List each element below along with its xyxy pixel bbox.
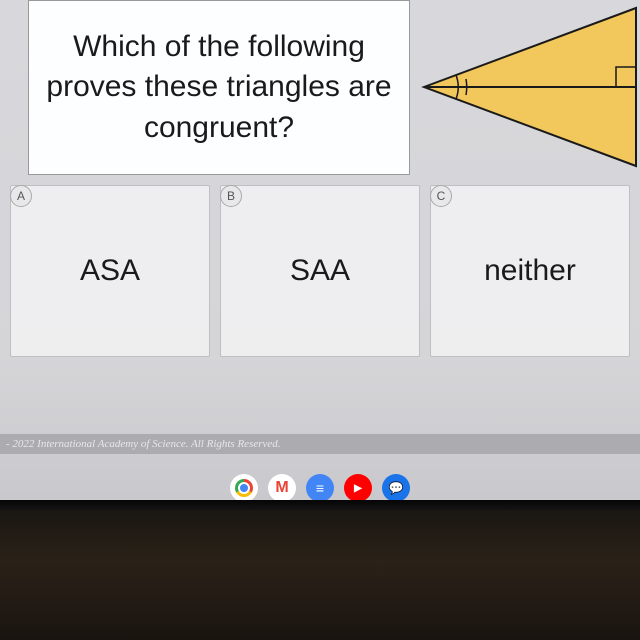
answer-option-c[interactable]: C neither [430,185,630,357]
chrome-icon[interactable] [230,474,258,502]
answer-text: ASA [80,254,140,288]
question-text: Which of the following proves these tria… [39,27,399,149]
youtube-icon[interactable]: ▶ [344,474,372,502]
docs-icon[interactable]: ≡ [306,474,334,502]
answer-option-b[interactable]: B SAA [220,185,420,357]
answer-letter: C [430,185,452,207]
answer-letter: A [10,185,32,207]
screen-area: Which of the following proves these tria… [0,0,640,510]
answer-option-a[interactable]: A ASA [10,185,210,357]
copyright-bar: - 2022 International Academy of Science.… [0,434,640,454]
answer-text: neither [484,254,576,288]
desk-surface [0,510,640,640]
triangle-diagram [412,0,640,175]
answer-letter: B [220,185,242,207]
answer-text: SAA [290,254,350,288]
answers-row: A ASA B SAA C neither [10,185,630,357]
gmail-icon[interactable]: M [268,474,296,502]
chat-icon[interactable]: 💬 [382,474,410,502]
question-card: Which of the following proves these tria… [28,0,410,175]
